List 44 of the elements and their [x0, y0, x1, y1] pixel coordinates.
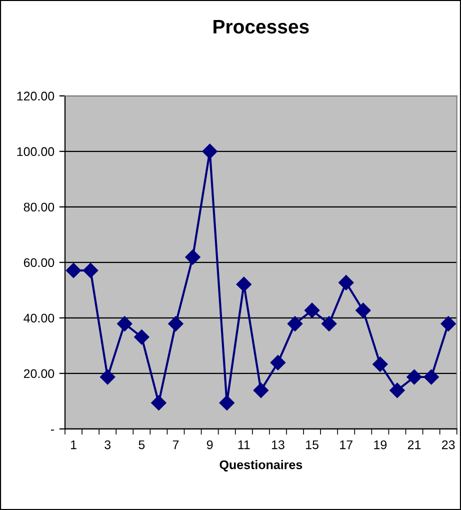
- point: [66, 262, 82, 278]
- y-tick-label: 60.00: [24, 258, 54, 268]
- point: [424, 369, 439, 385]
- y-tick-label: 100.00: [17, 147, 54, 156]
- point: [253, 382, 268, 398]
- y-tick-label: 40.00: [24, 314, 54, 323]
- point: [304, 302, 320, 318]
- x-tick-label: 23: [442, 440, 455, 450]
- point: [219, 395, 234, 410]
- x-tick-label: 9: [206, 440, 213, 450]
- point: [82, 262, 98, 278]
- point: [134, 329, 150, 345]
- point: [202, 144, 218, 159]
- x-tick-label: 3: [104, 440, 111, 450]
- x-tick-label: 19: [374, 440, 387, 450]
- y-tick-label: 80.00: [24, 202, 54, 212]
- point: [270, 355, 286, 370]
- x-tick-label: 7: [172, 440, 179, 450]
- point: [372, 356, 388, 372]
- x-tick-label: 17: [340, 440, 352, 450]
- point: [356, 302, 371, 318]
- point: [287, 316, 303, 332]
- chart-title: Processes: [214, 20, 309, 34]
- x-tick-label: 5: [138, 440, 145, 450]
- x-tick-label: 21: [408, 440, 421, 450]
- y-tick-label: -: [50, 430, 54, 431]
- point: [406, 369, 422, 385]
- point: [185, 250, 200, 265]
- point: [100, 369, 116, 385]
- x-tick-label: 13: [272, 440, 284, 450]
- y-tick-label: 120.00: [17, 92, 54, 101]
- point: [117, 316, 132, 332]
- point: [151, 395, 166, 410]
- point: [390, 382, 405, 398]
- point: [168, 316, 184, 332]
- point: [440, 316, 456, 332]
- x-tick-label: 11: [238, 440, 250, 450]
- x-tick-label: 1: [70, 440, 76, 450]
- point: [236, 276, 252, 292]
- y-tick-label: 20.00: [24, 369, 54, 378]
- x-tick-label: 15: [306, 440, 318, 450]
- point: [322, 316, 337, 332]
- point: [338, 275, 354, 290]
- x-axis-title: Questionaires: [220, 460, 302, 472]
